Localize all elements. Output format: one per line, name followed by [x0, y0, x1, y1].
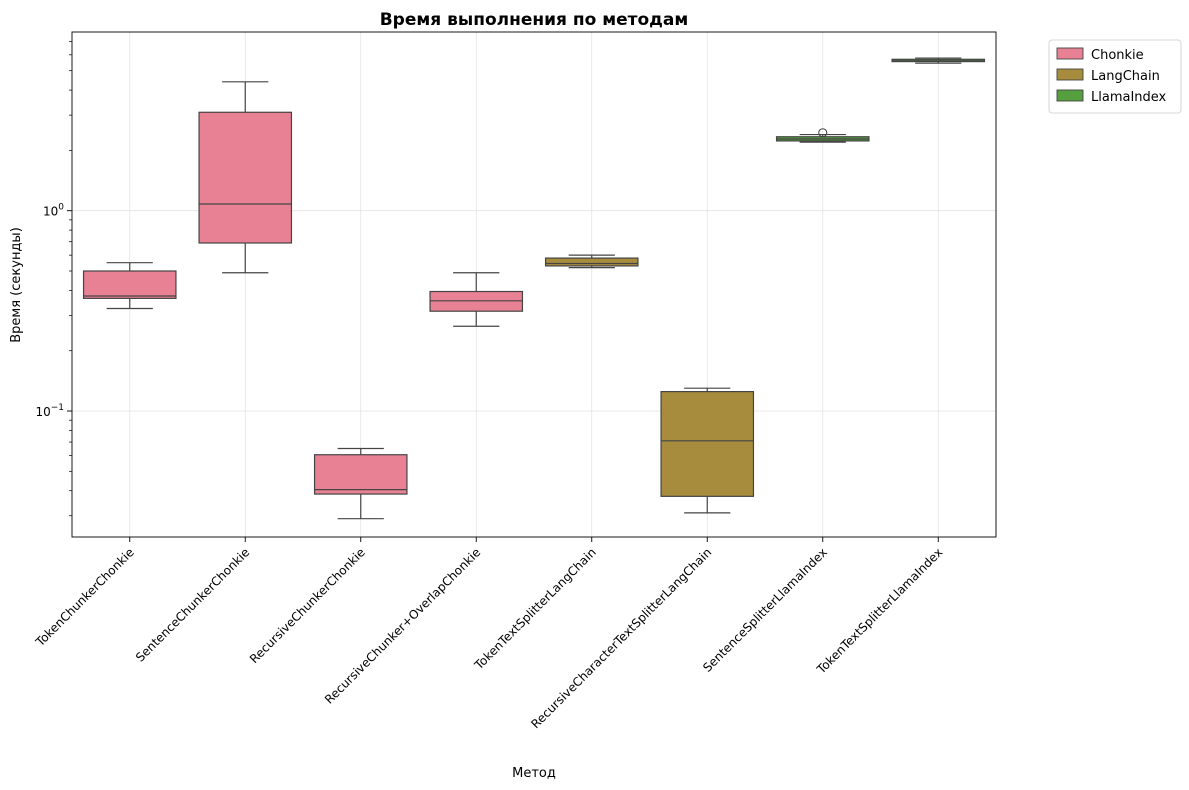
x-axis-label: Метод — [512, 766, 556, 781]
box-iqr — [660, 391, 755, 497]
y-tick-label: 10−1 — [35, 403, 64, 419]
boxes — [82, 57, 986, 520]
box-3 — [313, 447, 408, 520]
y-tick-label: 100 — [43, 203, 64, 219]
x-tick-label: TokenTextSplitterLangChain — [471, 545, 599, 673]
box-5 — [544, 254, 639, 269]
legend-swatch — [1056, 68, 1084, 81]
box-iqr — [82, 270, 177, 299]
box-1 — [82, 262, 177, 310]
x-tick-label: TokenChunkerChonkie — [32, 545, 136, 649]
legend-label: Chonkie — [1091, 48, 1144, 63]
legend-label: LlamaIndex — [1091, 90, 1167, 105]
outlier-point — [818, 128, 828, 138]
box-8 — [891, 57, 986, 64]
box-iqr — [198, 111, 293, 244]
chart-title: Время выполнения по методам — [380, 10, 689, 30]
x-tick-label: TokenTextSplitterLlamaIndex — [813, 545, 945, 677]
x-tick-label: SentenceChunkerChonkie — [133, 545, 252, 664]
box-iqr — [313, 454, 408, 495]
box-6 — [660, 387, 755, 514]
x-axis-ticks: TokenChunkerChonkieSentenceChunkerChonki… — [32, 537, 945, 731]
box-iqr — [544, 257, 639, 267]
x-tick-label: RecursiveChunkerChonkie — [247, 545, 368, 666]
grid — [72, 32, 996, 537]
legend-swatch — [1056, 89, 1084, 102]
legend-label: LangChain — [1091, 69, 1160, 84]
y-axis-label: Время (секунды) — [9, 227, 24, 343]
box-7 — [775, 128, 870, 143]
box-4 — [429, 272, 524, 327]
plot-frame — [71, 31, 997, 538]
x-tick-label: SentenceSplitterLlamaIndex — [700, 545, 830, 675]
box-2 — [198, 81, 293, 274]
legend-swatch — [1056, 47, 1084, 60]
x-tick-label: RecursiveCharacterTextSplitterLangChain — [528, 545, 714, 731]
y-axis-ticks: 10−1 100 — [35, 41, 72, 517]
legend: Chonkie LangChain LlamaIndex — [1048, 39, 1182, 114]
